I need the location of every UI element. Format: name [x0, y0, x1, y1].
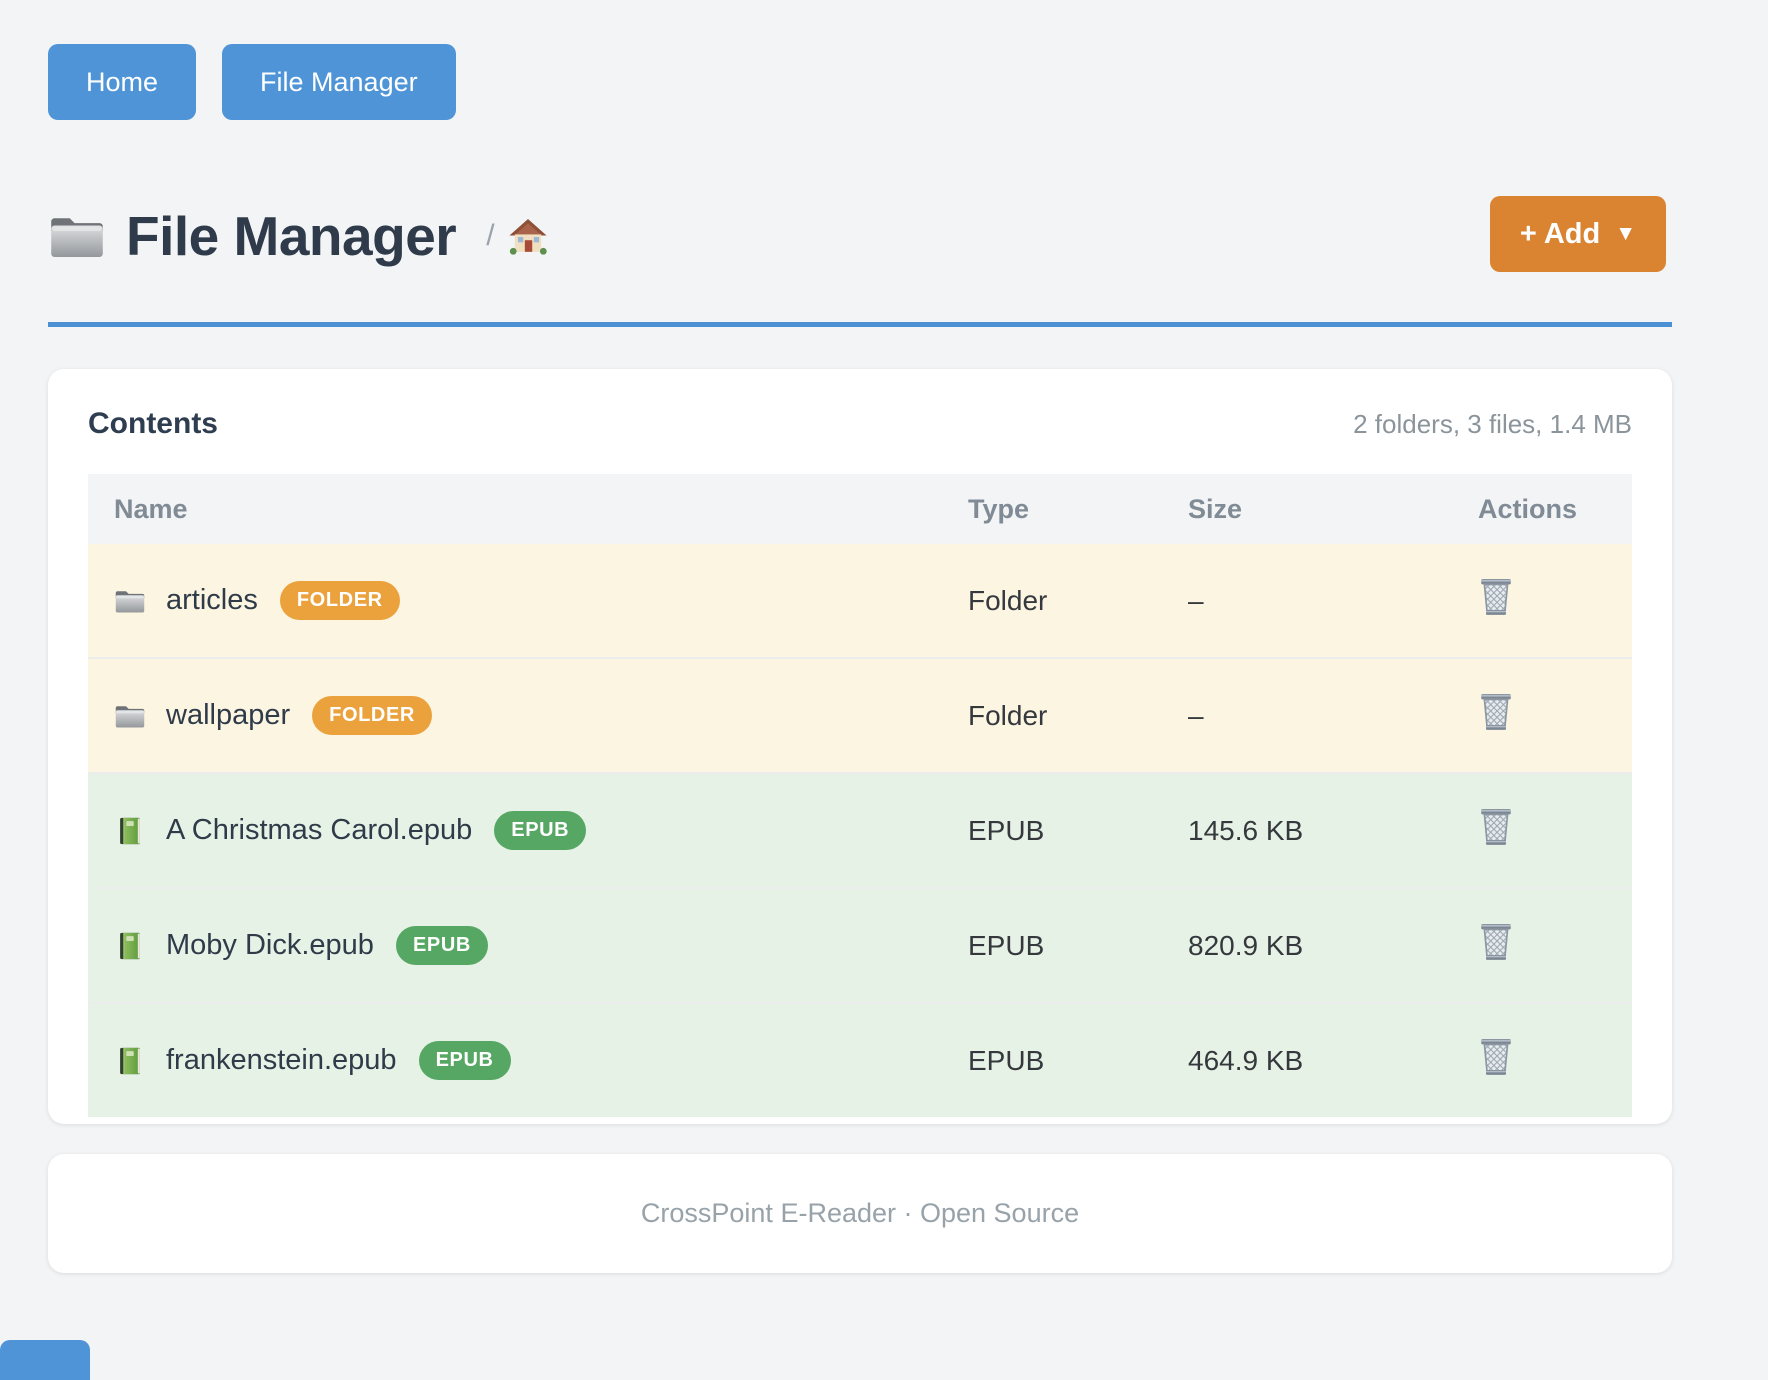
- trash-icon: [1478, 577, 1514, 617]
- page-header: File Manager / + Add ▼: [48, 194, 1672, 278]
- type-cell: EPUB: [968, 1044, 1045, 1076]
- top-nav: Home File Manager: [48, 44, 1672, 120]
- file-table: Name Type Size Actions articles FOLDER F…: [88, 474, 1632, 1117]
- column-header-name: Name: [114, 493, 188, 524]
- size-cell: –: [1188, 584, 1204, 616]
- file-name[interactable]: frankenstein.epub: [166, 1044, 397, 1076]
- type-cell: Folder: [968, 584, 1048, 616]
- size-cell: 145.6 KB: [1188, 814, 1304, 846]
- footer-card: CrossPoint E-Reader · Open Source: [48, 1154, 1672, 1273]
- trash-icon: [1478, 922, 1514, 962]
- column-header-type: Type: [968, 493, 1030, 524]
- table-row[interactable]: articles FOLDER Folder –: [88, 544, 1632, 657]
- table-header-row: Name Type Size Actions: [88, 474, 1632, 544]
- home-button[interactable]: Home: [48, 44, 197, 120]
- home-icon[interactable]: [509, 217, 547, 255]
- type-badge: EPUB: [494, 811, 587, 850]
- file-manager-button[interactable]: File Manager: [222, 44, 456, 120]
- delete-button[interactable]: [1478, 922, 1514, 962]
- type-badge: EPUB: [418, 1041, 511, 1080]
- contents-card: Contents 2 folders, 3 files, 1.4 MB Name…: [48, 369, 1672, 1124]
- file-name[interactable]: wallpaper: [166, 699, 291, 731]
- column-header-size: Size: [1188, 493, 1243, 524]
- table-row[interactable]: wallpaper FOLDER Folder –: [88, 657, 1632, 772]
- file-name[interactable]: articles: [166, 584, 258, 616]
- book-icon: [114, 1047, 146, 1075]
- delete-button[interactable]: [1478, 807, 1514, 847]
- delete-button[interactable]: [1478, 692, 1514, 732]
- file-name[interactable]: Moby Dick.epub: [166, 929, 374, 961]
- size-cell: –: [1188, 699, 1204, 731]
- chevron-down-icon: ▼: [1615, 222, 1636, 245]
- table-row[interactable]: frankenstein.epub EPUB EPUB 464.9 KB: [88, 1002, 1632, 1117]
- header-divider: [48, 322, 1672, 327]
- type-badge: EPUB: [395, 926, 488, 965]
- folder-icon: [48, 211, 106, 261]
- contents-summary: 2 folders, 3 files, 1.4 MB: [1353, 409, 1632, 439]
- type-cell: Folder: [968, 699, 1048, 731]
- type-badge: FOLDER: [312, 696, 432, 735]
- folder-icon: [114, 702, 146, 730]
- add-button-label: + Add: [1519, 217, 1601, 250]
- table-row[interactable]: A Christmas Carol.epub EPUB EPUB 145.6 K…: [88, 772, 1632, 887]
- trash-icon: [1478, 1037, 1514, 1077]
- page-content: Home File Manager File Manager / + Add ▼…: [48, 44, 1672, 1273]
- book-icon: [114, 817, 146, 845]
- type-cell: EPUB: [968, 929, 1045, 961]
- add-button[interactable]: + Add ▼: [1489, 196, 1666, 272]
- file-name[interactable]: A Christmas Carol.epub: [166, 814, 473, 846]
- page-title: File Manager: [126, 205, 457, 267]
- contents-heading: Contents: [88, 407, 218, 440]
- delete-button[interactable]: [1478, 1037, 1514, 1077]
- delete-button[interactable]: [1478, 577, 1514, 617]
- footer-text: CrossPoint E-Reader · Open Source: [640, 1198, 1080, 1228]
- breadcrumb: /: [486, 219, 495, 252]
- size-cell: 464.9 KB: [1188, 1044, 1304, 1076]
- trash-icon: [1478, 807, 1514, 847]
- type-badge: FOLDER: [279, 581, 400, 620]
- folder-icon: [114, 587, 146, 615]
- column-header-actions: Actions: [1478, 493, 1578, 524]
- partial-button-cutoff[interactable]: [0, 1340, 90, 1380]
- type-cell: EPUB: [968, 814, 1045, 846]
- book-icon: [114, 932, 146, 960]
- table-row[interactable]: Moby Dick.epub EPUB EPUB 820.9 KB: [88, 887, 1632, 1002]
- trash-icon: [1478, 692, 1514, 732]
- size-cell: 820.9 KB: [1188, 929, 1304, 961]
